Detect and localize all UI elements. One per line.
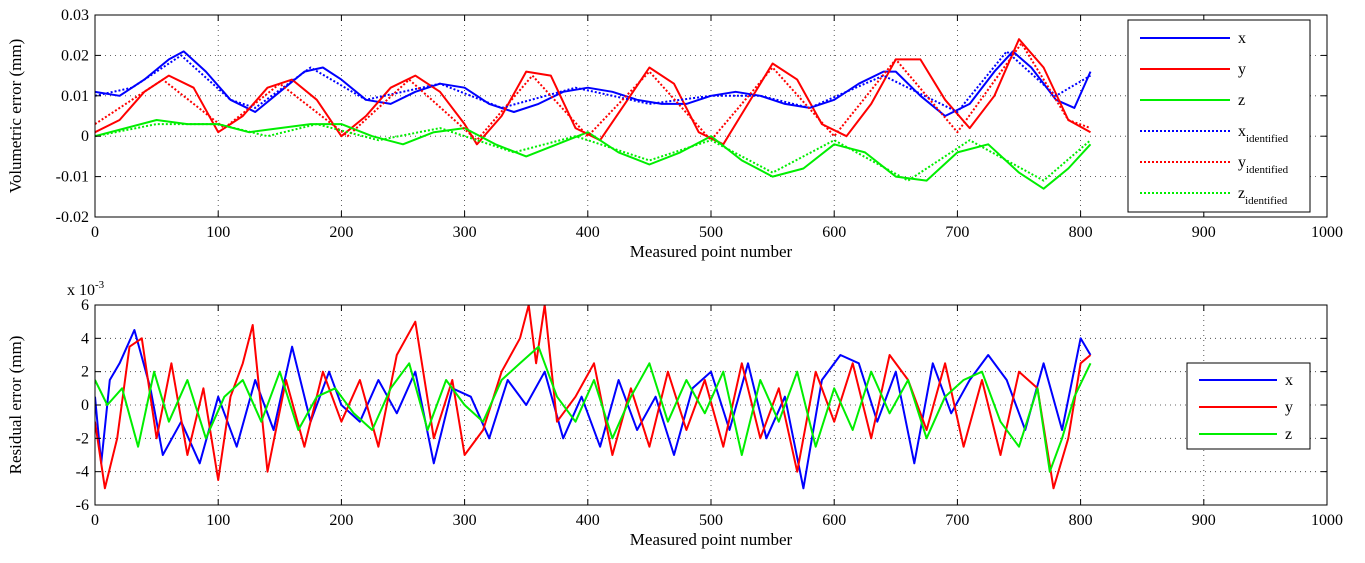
legend-label-x-identified: xidentified: [1238, 123, 1289, 145]
y-axis-label: Volumetric error (mm): [6, 39, 25, 194]
series-line-z-identified: [95, 123, 1092, 182]
x-tick-label: 0: [91, 224, 99, 241]
x-axis-label: Measured point number: [630, 530, 793, 549]
series-line-z: [95, 119, 1092, 190]
legend-label-z: z: [1238, 92, 1245, 109]
legend-label-y: y: [1285, 399, 1293, 416]
y-tick-label: 0.02: [61, 47, 89, 64]
legend-label-subscript: identified: [1245, 195, 1288, 207]
x-tick-label: 500: [699, 512, 723, 529]
x-tick-label: 1000: [1311, 224, 1343, 241]
legend-label-x: x: [1238, 30, 1246, 47]
legend-label-z-identified: zidentified: [1238, 185, 1288, 207]
x-tick-label: 100: [206, 224, 230, 241]
legend-label-base: y: [1238, 154, 1246, 171]
series-group: [95, 38, 1092, 190]
series-group: [95, 305, 1092, 490]
y-tick-label: -0.01: [56, 169, 89, 186]
series-line-x: [95, 50, 1092, 117]
x-tick-label: 800: [1069, 512, 1093, 529]
legend-label-base: z: [1238, 185, 1245, 202]
x-tick-label: 700: [945, 512, 969, 529]
series-line-x-identified: [95, 50, 1092, 113]
y-multiplier-exponent: -3: [95, 279, 105, 291]
x-tick-label: 600: [822, 224, 846, 241]
x-tick-label: 100: [206, 512, 230, 529]
x-tick-label: 600: [822, 512, 846, 529]
x-tick-label: 800: [1069, 224, 1093, 241]
y-tick-label: 2: [81, 364, 89, 381]
x-tick-label: 900: [1192, 224, 1216, 241]
x-tick-label: 200: [329, 512, 353, 529]
x-tick-label: 400: [576, 512, 600, 529]
y-tick-label: 0.01: [61, 88, 89, 105]
x-tick-label: 400: [576, 224, 600, 241]
y-tick-label: -6: [76, 497, 89, 514]
y-tick-label: -4: [76, 464, 89, 481]
x-axis-label: Measured point number: [630, 242, 793, 261]
x-tick-label: 900: [1192, 512, 1216, 529]
series-line-y: [95, 305, 1092, 490]
y-axis-label: Residual error (mm): [6, 336, 25, 475]
y-tick-label: 0.03: [61, 7, 89, 24]
x-tick-label: 300: [453, 512, 477, 529]
y-tick-label: 6: [81, 297, 89, 314]
x-tick-label: 300: [453, 224, 477, 241]
legend-label-base: x: [1238, 123, 1246, 140]
legend-label-subscript: identified: [1246, 164, 1289, 176]
legend-label-subscript: identified: [1246, 133, 1289, 145]
legend-label-z: z: [1285, 426, 1292, 443]
x-tick-label: 200: [329, 224, 353, 241]
residual-error-plot: 0 100 200 300 400 500 600 700 800 900 1000 -6 -4 -2 0 2…: [6, 279, 1343, 549]
y-tick-label: 0: [81, 128, 89, 145]
y-multiplier-base: x 10: [67, 282, 95, 299]
legend: xyz: [1186, 362, 1311, 450]
x-tick-label: 700: [945, 224, 969, 241]
y-tick-label: 0: [81, 397, 89, 414]
x-tick-label: 0: [91, 512, 99, 529]
x-tick-label: 1000: [1311, 512, 1343, 529]
series-line-z: [95, 345, 1092, 473]
y-multiplier: x 10-3: [67, 279, 105, 299]
volumetric-error-plot: 0 100 200 300 400 500 600 700 800 900 1000 -0.02 -0.…: [6, 7, 1343, 261]
legend-label-y-identified: yidentified: [1238, 154, 1289, 176]
series-line-y: [95, 38, 1091, 146]
y-tick-label: -2: [76, 430, 89, 447]
y-tick-label: 4: [81, 330, 89, 347]
legend-frame: [1127, 19, 1311, 213]
legend-label-x: x: [1285, 372, 1293, 389]
y-tick-label: -0.02: [56, 209, 89, 226]
legend-label-y: y: [1238, 61, 1246, 78]
x-tick-label: 500: [699, 224, 723, 241]
